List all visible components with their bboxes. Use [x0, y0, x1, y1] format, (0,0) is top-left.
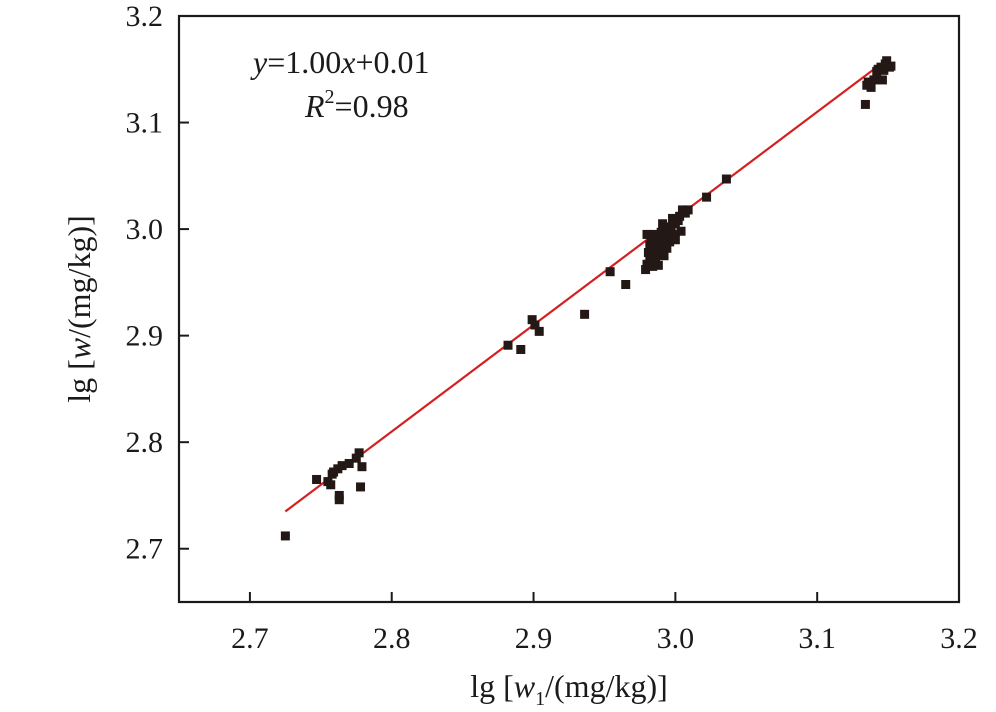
data-point: [683, 205, 693, 215]
y-tick-label: 2.8: [126, 426, 164, 459]
regression-line: [284, 59, 886, 513]
x-axis-title: lg [w1/(mg/kg)]: [470, 668, 668, 710]
x-axis-ticks: 2.7 2.8 2.9 3.0 3.1 3.2: [231, 592, 978, 655]
r-superscript: 2: [325, 86, 335, 108]
data-point: [645, 240, 655, 250]
data-point: [665, 237, 675, 247]
y-title-prefix: lg [: [61, 359, 97, 403]
x-tick-label: 3.2: [940, 622, 978, 655]
data-point: [668, 213, 678, 223]
plot-frame: [177, 14, 961, 604]
x-tick-label: 3.1: [798, 622, 836, 655]
data-point: [580, 309, 590, 319]
r-squared-value: =0.98: [335, 88, 409, 124]
data-point: [866, 82, 876, 92]
data-point: [886, 61, 896, 71]
data-point: [663, 229, 673, 239]
data-point: [534, 326, 544, 336]
data-point: [653, 260, 663, 270]
data-point: [653, 233, 663, 243]
y-title-unit: /(mg/kg)]: [61, 215, 97, 338]
data-points: [280, 56, 896, 541]
data-point: [702, 192, 712, 202]
data-point: [312, 474, 322, 484]
data-point: [882, 56, 892, 66]
r-squared-label: R2=0.98: [304, 86, 409, 124]
data-point: [516, 344, 526, 354]
data-point: [356, 482, 366, 492]
data-point: [659, 251, 669, 261]
data-point: [334, 490, 344, 500]
data-point: [503, 340, 513, 350]
equation-mid: =1.00: [267, 44, 341, 80]
x-title-subscript: 1: [535, 688, 545, 710]
y-title-variable: w: [61, 337, 97, 359]
y-tick-label: 3.2: [126, 0, 164, 33]
equation-x-var: x: [340, 44, 355, 80]
x-title-prefix: lg [: [470, 668, 514, 704]
data-point: [860, 99, 870, 109]
data-point: [670, 235, 680, 245]
data-point: [605, 267, 615, 277]
r-symbol: R: [304, 88, 325, 124]
data-point: [656, 240, 666, 250]
data-point: [877, 75, 887, 85]
data-point: [879, 65, 889, 75]
data-point: [280, 531, 290, 541]
data-point: [721, 174, 731, 184]
y-tick-label: 2.7: [126, 533, 164, 566]
x-title-unit: /(mg/kg)]: [545, 668, 668, 704]
x-tick-label: 2.7: [231, 622, 269, 655]
data-point: [658, 219, 668, 229]
y-axis-ticks: 2.7 2.8 2.9 3.0 3.1 3.2: [126, 0, 189, 566]
data-point: [351, 453, 361, 463]
data-point: [648, 261, 658, 271]
data-point: [530, 320, 540, 330]
data-point: [642, 259, 652, 269]
data-point: [869, 75, 879, 85]
equation-y-var: y: [250, 44, 268, 80]
x-tick-label: 2.9: [515, 622, 553, 655]
data-point: [621, 279, 631, 289]
x-tick-label: 3.0: [657, 622, 695, 655]
data-point: [344, 458, 354, 468]
data-point: [354, 448, 364, 458]
data-point: [326, 480, 336, 490]
data-point: [863, 77, 873, 87]
data-point: [357, 462, 367, 472]
x-title-variable: w: [514, 668, 536, 704]
data-point: [649, 251, 659, 261]
x-tick-label: 2.8: [373, 622, 411, 655]
data-point: [527, 315, 537, 325]
y-axis-title: lg [w/(mg/kg)]: [61, 215, 97, 403]
data-point: [641, 265, 651, 275]
equation-intercept: +0.01: [355, 44, 429, 80]
y-tick-label: 3.0: [126, 213, 164, 246]
data-point: [669, 229, 679, 239]
data-point: [676, 226, 686, 236]
data-point: [337, 461, 347, 471]
regression-equation: y=1.00x+0.01: [250, 44, 430, 80]
data-point: [662, 243, 672, 253]
y-tick-label: 2.9: [126, 320, 164, 353]
y-tick-label: 3.1: [126, 107, 164, 140]
data-point: [675, 211, 685, 221]
data-point: [642, 229, 652, 239]
